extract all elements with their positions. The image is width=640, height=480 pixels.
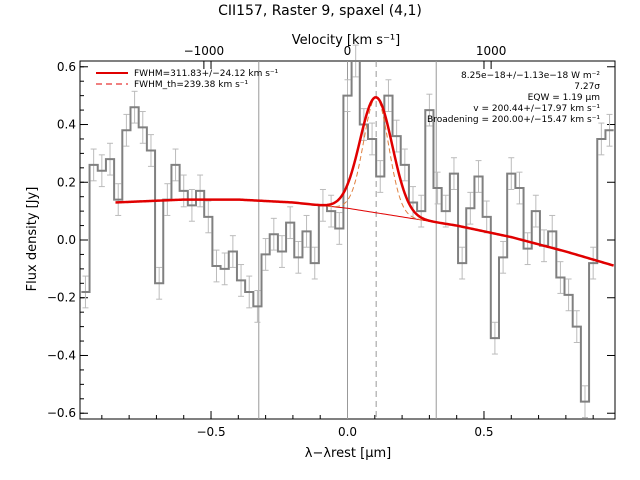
top-tick-label: 1000 xyxy=(476,44,507,58)
x-tick-label: 0.5 xyxy=(474,425,493,439)
legend-label: FWHM=311.83+/−24.12 km s⁻¹ xyxy=(134,69,279,79)
annotation-line: Broadening = 200.00+/−15.47 km s⁻¹ xyxy=(427,115,600,125)
annotation-line: 7.27σ xyxy=(574,82,600,92)
top-axis-label: Velocity [km s⁻¹] xyxy=(292,33,400,48)
reference-lines xyxy=(258,61,437,419)
y-tick-label: −0.6 xyxy=(47,406,76,420)
y-tick-label: 0.0 xyxy=(57,233,76,247)
y-tick-label: 0.2 xyxy=(57,175,76,189)
top-tick-label: −1000 xyxy=(184,44,225,58)
chart-title: CII157, Raster 9, spaxel (4,1) xyxy=(218,3,422,19)
y-tick-label: −0.2 xyxy=(47,291,76,305)
annotation-line: EQW = 1.19 μm xyxy=(528,93,600,103)
axes: −0.5 0.0 0.5 −1000 0 1000 −0.6 −0.4 −0.2 0.0 0.2 0.… xyxy=(47,44,616,439)
y-tick-label: −0.4 xyxy=(47,348,76,362)
gaussian-fit xyxy=(115,96,614,267)
annotation-line: 8.25e−18+/−1.13e−18 W m⁻² xyxy=(461,71,600,81)
y-axis-label: Flux density [Jy] xyxy=(25,187,40,292)
y-tick-label: 0.4 xyxy=(57,118,76,132)
legend-label: FWHM_th=239.38 km s⁻¹ xyxy=(134,80,249,90)
fit-series xyxy=(115,96,614,267)
x-axis-label: λ−λrest [μm] xyxy=(305,446,391,461)
legend: FWHM=311.83+/−24.12 km s⁻¹FWHM_th=239.38… xyxy=(96,69,279,90)
spectrum-series xyxy=(81,44,614,419)
x-tick-label: −0.5 xyxy=(196,425,225,439)
spectrum-line xyxy=(81,60,614,403)
x-tick-label: 0.0 xyxy=(338,425,357,439)
top-tick-label: 0 xyxy=(344,44,352,58)
annotation-line: v = 200.44+/−17.97 km s⁻¹ xyxy=(473,104,600,114)
y-tick-label: 0.6 xyxy=(57,60,76,74)
